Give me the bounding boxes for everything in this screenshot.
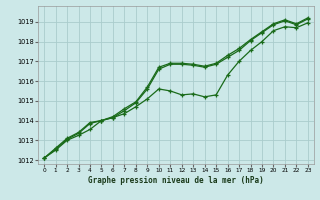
X-axis label: Graphe pression niveau de la mer (hPa): Graphe pression niveau de la mer (hPa) bbox=[88, 176, 264, 185]
